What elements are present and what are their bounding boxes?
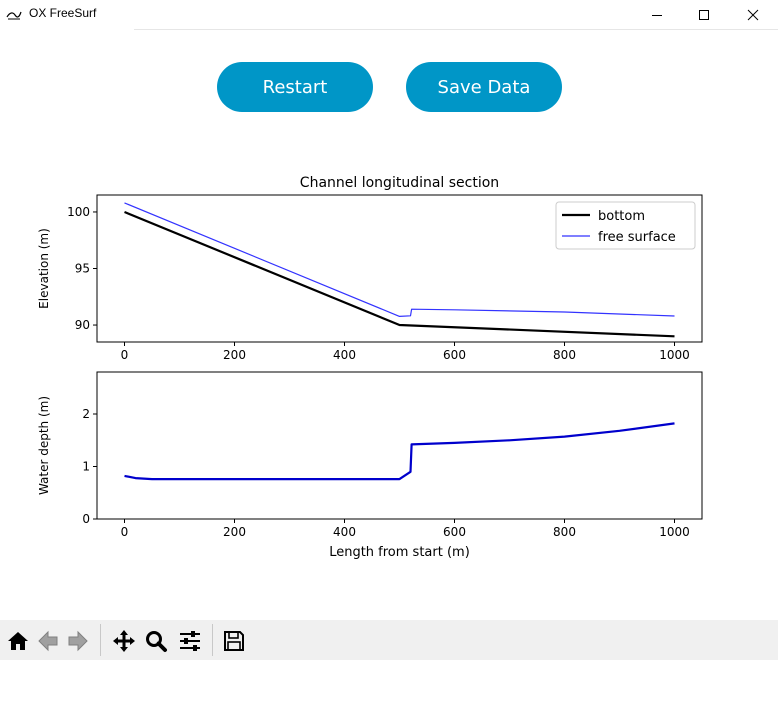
series-line-water-depth xyxy=(124,422,675,481)
restart-button[interactable]: Restart xyxy=(217,62,373,112)
title-bar-divider xyxy=(134,29,778,30)
save-icon xyxy=(224,631,244,651)
axes-frame xyxy=(96,371,703,520)
y-axis-label: Water depth (m) xyxy=(37,396,51,495)
pan-button[interactable] xyxy=(110,627,138,655)
y-tick-label: 1 xyxy=(82,460,90,474)
series-line-free-surface xyxy=(124,202,675,317)
pan-icon xyxy=(113,630,135,652)
y-axis-label: Elevation (m) xyxy=(37,228,51,309)
minimize-icon xyxy=(652,15,662,16)
x-tick-label: 200 xyxy=(223,348,246,362)
x-tick-label: 1000 xyxy=(659,525,690,539)
y-tick-label: 100 xyxy=(67,205,90,219)
home-icon xyxy=(8,632,28,650)
x-tick-label: 0 xyxy=(121,525,129,539)
app-icon xyxy=(6,11,22,20)
maximize-button[interactable] xyxy=(681,0,727,30)
chart-title: Channel longitudinal section xyxy=(300,175,499,191)
x-tick-label: 600 xyxy=(443,348,466,362)
x-tick-label: 200 xyxy=(223,525,246,539)
legend-label: bottom xyxy=(598,209,645,224)
x-tick-label: 0 xyxy=(121,348,129,362)
toolbar-separator xyxy=(100,624,101,656)
y-tick-label: 0 xyxy=(82,512,90,526)
forward-button[interactable] xyxy=(64,627,92,655)
legend-label: free surface xyxy=(598,230,676,245)
title-bar: OX FreeSurf xyxy=(0,0,778,30)
zoom-button[interactable] xyxy=(142,627,170,655)
x-tick-label: 800 xyxy=(553,348,576,362)
forward-icon xyxy=(68,630,88,652)
back-icon xyxy=(38,630,58,652)
legend-box xyxy=(555,201,696,250)
home-button[interactable] xyxy=(4,627,32,655)
y-tick-label: 90 xyxy=(75,318,90,332)
y-tick-label: 95 xyxy=(75,262,90,276)
series-line-bottom xyxy=(124,210,675,338)
zoom-icon xyxy=(146,631,167,652)
x-tick-label: 400 xyxy=(333,348,356,362)
x-tick-label: 1000 xyxy=(659,348,690,362)
x-tick-label: 400 xyxy=(333,525,356,539)
minimize-button[interactable] xyxy=(634,0,680,30)
window-title: OX FreeSurf xyxy=(29,6,97,20)
close-button[interactable] xyxy=(730,0,776,30)
save-figure-button[interactable] xyxy=(220,627,248,655)
x-axis-label: Length from start (m) xyxy=(329,545,470,560)
close-icon xyxy=(747,9,759,21)
maximize-icon xyxy=(699,10,709,20)
x-tick-label: 600 xyxy=(443,525,466,539)
y-tick-label: 2 xyxy=(82,407,90,421)
back-button[interactable] xyxy=(34,627,62,655)
configure-subplots-button[interactable] xyxy=(176,627,204,655)
toolbar-separator xyxy=(212,624,213,656)
x-tick-label: 800 xyxy=(553,525,576,539)
configure-subplots-icon xyxy=(180,631,200,651)
save-data-button[interactable]: Save Data xyxy=(406,62,562,112)
